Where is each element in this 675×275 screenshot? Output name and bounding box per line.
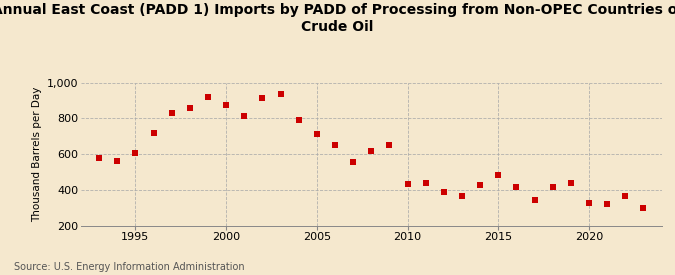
Y-axis label: Thousand Barrels per Day: Thousand Barrels per Day [32, 86, 43, 222]
Point [329, 143, 340, 148]
Text: Source: U.S. Energy Information Administration: Source: U.S. Energy Information Administ… [14, 262, 244, 272]
Point [402, 182, 413, 186]
Point [456, 194, 467, 199]
Point [184, 106, 195, 111]
Point [493, 173, 504, 178]
Point [239, 113, 250, 118]
Point [529, 198, 540, 203]
Point [348, 159, 358, 164]
Point [112, 159, 123, 163]
Point [94, 156, 105, 160]
Point [275, 92, 286, 96]
Point [166, 111, 177, 116]
Point [475, 183, 485, 188]
Point [439, 190, 450, 194]
Point [620, 194, 630, 198]
Point [366, 149, 377, 153]
Point [547, 185, 558, 189]
Text: Annual East Coast (PADD 1) Imports by PADD of Processing from Non-OPEC Countries: Annual East Coast (PADD 1) Imports by PA… [0, 3, 675, 34]
Point [638, 206, 649, 210]
Point [257, 95, 268, 100]
Point [148, 131, 159, 135]
Point [384, 143, 395, 147]
Point [202, 95, 213, 99]
Point [130, 150, 141, 155]
Point [311, 132, 322, 137]
Point [601, 201, 612, 206]
Point [583, 201, 594, 205]
Point [293, 118, 304, 122]
Point [421, 181, 431, 186]
Point [221, 103, 232, 107]
Point [566, 180, 576, 185]
Point [511, 185, 522, 189]
